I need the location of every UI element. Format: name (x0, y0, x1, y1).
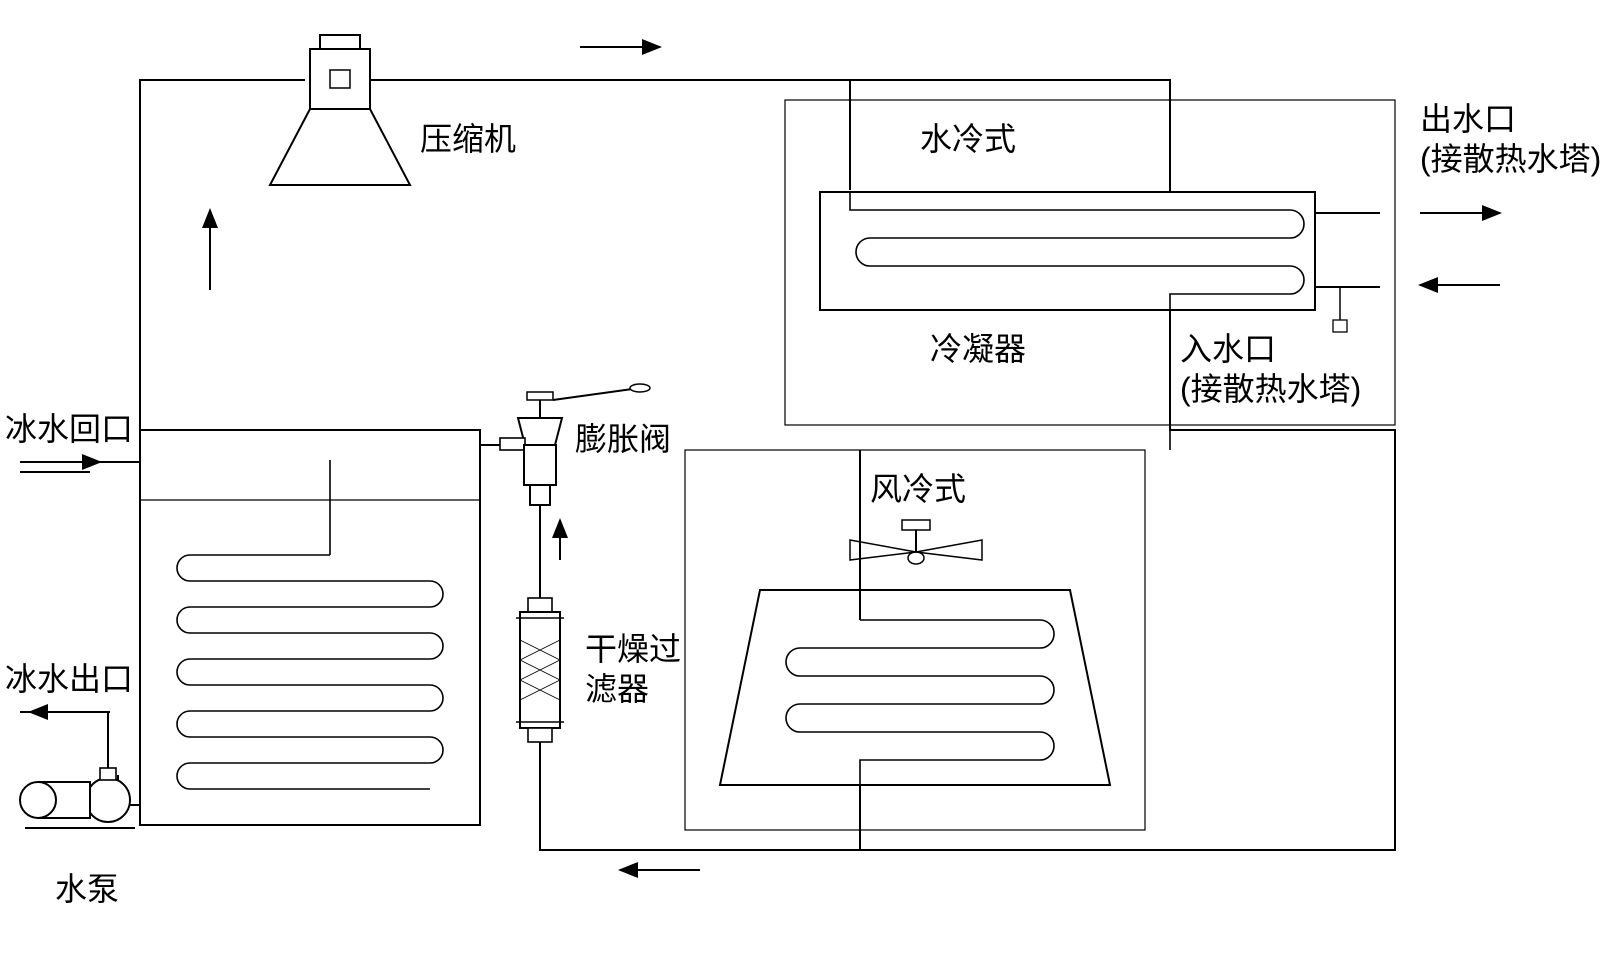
compressor (270, 35, 410, 185)
compressor-label: 压缩机 (420, 121, 516, 157)
chilled-out-label: 冰水出口 (5, 661, 133, 697)
water-cooled-label: 水冷式 (920, 121, 1016, 157)
evaporator-tank (120, 430, 480, 825)
inlet-sub-label: (接散热水塔) (1180, 371, 1361, 407)
air-cooled-label: 风冷式 (870, 471, 966, 507)
outlet-sub-label: (接散热水塔) (1420, 141, 1600, 177)
refrigeration-cycle-diagram: 压缩机 水冷式 出水口 (接散热水塔) 冷凝器 入水口 (接散热水塔) 风冷式 (0, 0, 1600, 965)
inlet-label: 入水口 (1180, 331, 1276, 367)
expansion-valve-label: 膨胀阀 (575, 421, 671, 457)
fan-icon (850, 520, 982, 564)
filter-dryer-label-2: 滤器 (585, 671, 649, 707)
filter-dryer (516, 598, 564, 742)
chilled-return-label: 冰水回口 (5, 411, 133, 447)
water-cooled-box: 水冷式 出水口 (接散热水塔) 冷凝器 入水口 (接散热水塔) (785, 100, 1600, 425)
pipe-compressor-to-evap (140, 80, 305, 430)
filter-dryer-label-1: 干燥过 (585, 631, 681, 667)
pump (20, 712, 140, 828)
air-cooled-box: 风冷式 (685, 430, 1170, 830)
outlet-label: 出水口 (1420, 101, 1516, 137)
pump-label: 水泵 (55, 871, 119, 907)
condenser-label: 冷凝器 (930, 331, 1026, 367)
